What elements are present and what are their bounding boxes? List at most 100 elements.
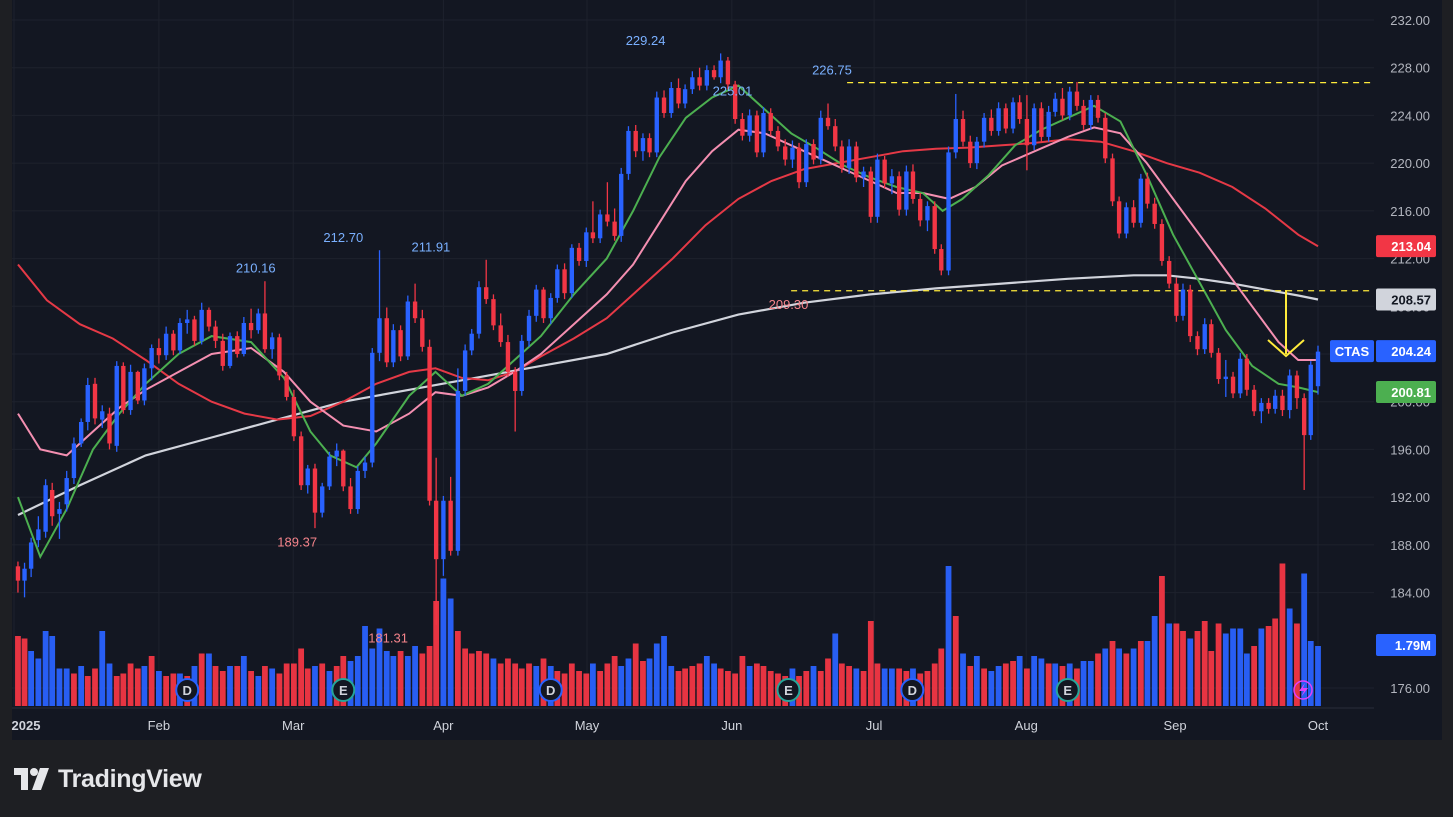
volume-bar: [625, 658, 632, 706]
volume-bar: [817, 671, 824, 706]
candle-body: [818, 117, 823, 160]
candle-body: [676, 87, 681, 104]
ma-10-line: [17, 84, 1319, 560]
volume-bar: [163, 676, 170, 706]
candle-body: [768, 113, 773, 131]
x-tick-label: May: [575, 718, 600, 733]
volume-bar: [426, 646, 433, 706]
candle-body: [85, 385, 90, 422]
volume-bar: [362, 626, 368, 706]
candle-body: [932, 206, 937, 250]
event-marker[interactable]: D: [538, 678, 563, 702]
candle-body: [1081, 105, 1086, 125]
event-marker[interactable]: D: [900, 678, 925, 702]
candle-body: [484, 287, 489, 300]
volume-bar: [1159, 576, 1165, 706]
candle-body: [1039, 108, 1044, 137]
volume-bar: [1123, 653, 1130, 706]
candle-body: [1280, 395, 1285, 411]
candle-body: [1244, 358, 1250, 390]
volume-bar: [938, 648, 945, 706]
volume-bar: [71, 673, 77, 706]
event-marker[interactable]: E: [1055, 678, 1080, 702]
candle-body: [526, 315, 532, 341]
candle-body: [412, 301, 418, 319]
candle-body: [1195, 336, 1200, 350]
y-tick-label: 220.00: [1390, 156, 1430, 171]
candle-body: [555, 269, 560, 298]
volume-bar: [597, 671, 604, 706]
volume-bar: [732, 673, 739, 706]
volume-bar: [1173, 623, 1180, 706]
volume-bar: [1002, 663, 1009, 706]
volume-bar: [127, 663, 134, 706]
volume-bar: [1208, 651, 1215, 706]
candle-body: [92, 383, 98, 419]
price-scale[interactable]: [1374, 0, 1442, 740]
candle-body: [269, 337, 275, 350]
candle-body: [718, 60, 723, 78]
event-letter: E: [339, 683, 348, 698]
candle-body: [213, 326, 218, 341]
volume-bar: [960, 653, 966, 706]
ticker-tag-bg: [1330, 340, 1374, 363]
volume-bar: [1031, 656, 1038, 706]
candle-body: [569, 247, 575, 294]
candle-body: [725, 60, 731, 85]
volume-bar: [1307, 641, 1314, 706]
candle-body: [1273, 395, 1278, 409]
event-marker[interactable]: E: [776, 678, 801, 702]
candle-body: [989, 117, 994, 131]
volume-bar: [84, 676, 91, 706]
volume-bar: [1052, 663, 1059, 706]
event-marker[interactable]: E: [331, 678, 356, 702]
volume-bar: [78, 666, 85, 706]
candle-body: [149, 348, 154, 369]
volume-bar: [1137, 641, 1144, 706]
volume-bar: [462, 648, 469, 706]
candle-body: [910, 171, 916, 199]
candle-body: [1060, 98, 1065, 116]
volume-bar: [248, 671, 254, 706]
candle-body: [64, 478, 69, 505]
lightning-icon: [1293, 680, 1313, 700]
candle-body: [405, 301, 411, 357]
volume-bar: [675, 671, 682, 706]
candle-body: [1238, 358, 1243, 394]
candle-body: [398, 330, 403, 357]
candle-body: [312, 468, 318, 513]
candle-body: [584, 232, 589, 261]
candle-body: [711, 70, 717, 78]
volume-bar: [1095, 653, 1101, 706]
volume-bar: [967, 666, 974, 706]
candle-body: [796, 147, 802, 183]
volume-bar: [653, 643, 660, 706]
candle-body: [341, 450, 346, 487]
candle-body: [227, 336, 233, 366]
volume-bar: [753, 663, 760, 706]
event-marker-ring: [331, 678, 356, 702]
volume-bar: [134, 668, 141, 706]
volume-bar: [1038, 658, 1045, 706]
chart-pane[interactable]: [12, 0, 1374, 740]
event-marker[interactable]: D: [175, 678, 200, 702]
candle-body: [305, 468, 310, 486]
volume-bar: [881, 668, 888, 706]
event-marker-ring: [776, 678, 801, 702]
y-tick-label: 216.00: [1390, 204, 1430, 219]
volume-bar: [1215, 623, 1222, 706]
price-annotation: 209.30: [769, 297, 809, 312]
y-tick-label: 196.00: [1390, 442, 1430, 457]
candle-body: [1152, 203, 1157, 224]
price-tag-value: 208.57: [1391, 292, 1431, 307]
volume-bar: [696, 663, 703, 706]
candle-body: [619, 173, 624, 236]
volume-bar: [703, 656, 710, 706]
candle-body: [597, 214, 603, 239]
candle-body: [939, 249, 944, 271]
volume-bar: [860, 671, 867, 706]
volume-bar: [304, 668, 311, 706]
tradingview-logo[interactable]: TradingView: [14, 762, 202, 796]
